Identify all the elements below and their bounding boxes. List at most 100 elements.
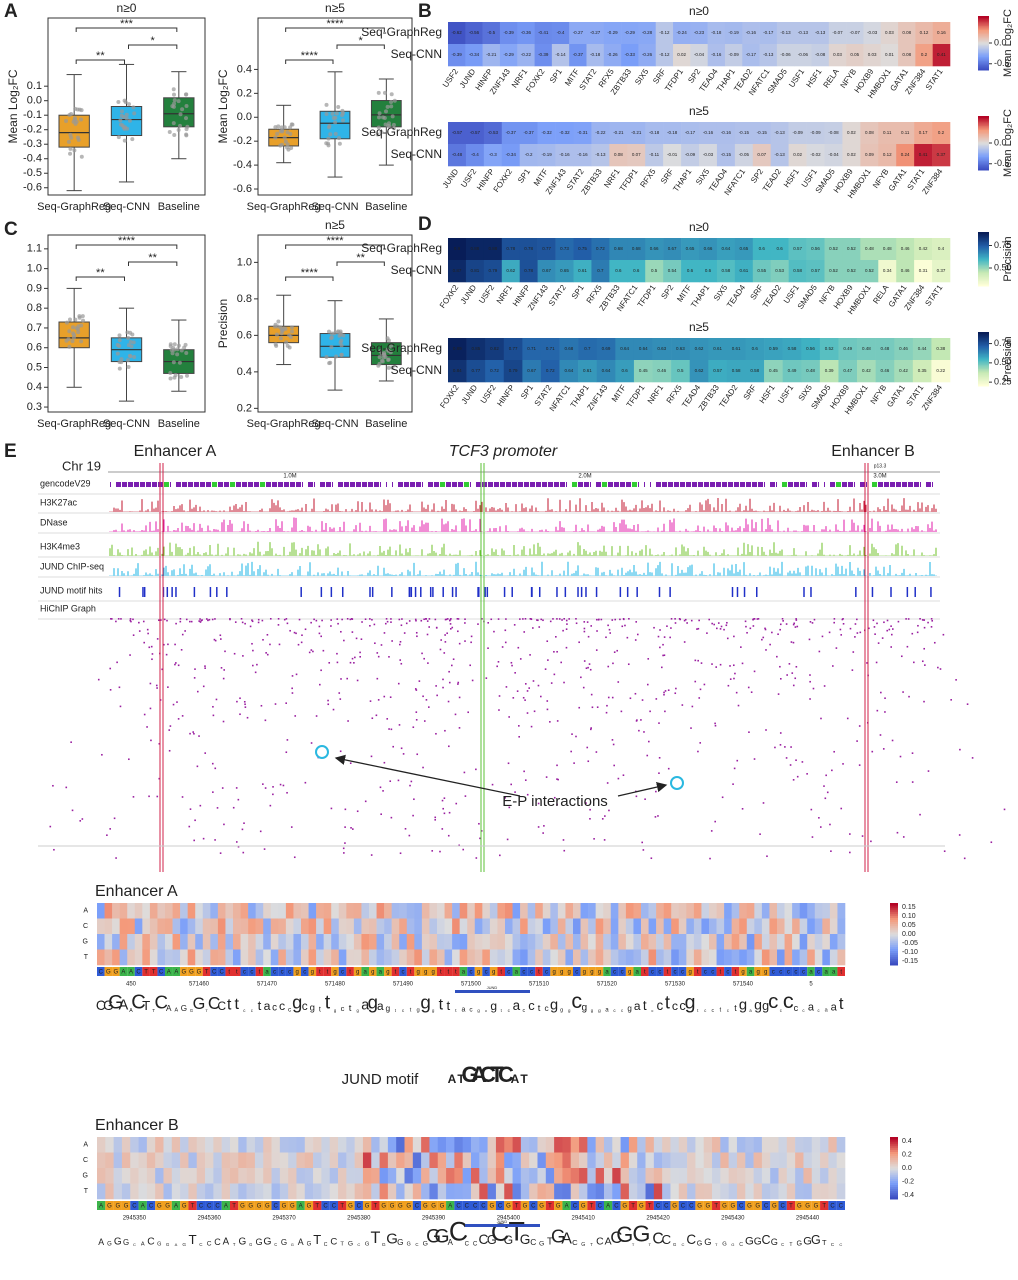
hichip-dot — [570, 750, 572, 753]
hichip-dot — [781, 618, 784, 620]
sequence-base: c — [817, 970, 820, 976]
x-tick-label: Seq-CNN — [311, 418, 358, 430]
hichip-dot — [690, 727, 692, 729]
jitter-point — [177, 360, 182, 365]
attribution-cell — [142, 918, 151, 935]
colorbar-step — [978, 234, 989, 237]
attribution-cell — [225, 903, 234, 919]
heatmap-cell — [726, 360, 746, 383]
cell-value: 0.77 — [509, 346, 518, 351]
jitter-point — [131, 340, 136, 345]
colorbar-step — [890, 925, 898, 929]
hichip-dot — [586, 621, 589, 623]
attribution-cell — [412, 1168, 422, 1184]
gene-block — [764, 482, 765, 487]
heatmap-cell — [551, 22, 570, 45]
colorbar-step — [978, 140, 989, 143]
sequence-base: c — [530, 970, 533, 976]
hichip-dot — [528, 687, 531, 689]
attribution-cell — [155, 1152, 164, 1169]
colorbar-step — [978, 159, 989, 162]
hichip-dot — [383, 632, 386, 634]
heatmap-cell — [465, 260, 485, 283]
attribution-cell — [807, 934, 816, 950]
hichip-dot — [771, 631, 773, 634]
heatmap-cell — [915, 22, 933, 45]
hichip-dot — [422, 766, 424, 769]
heatmap-cell — [483, 260, 503, 283]
jitter-point — [376, 363, 381, 368]
attribution-cell — [570, 1152, 580, 1169]
attribution-cell — [379, 1137, 389, 1153]
gene-block — [476, 482, 481, 487]
colorbar-step — [890, 909, 898, 912]
logo-letter: g — [416, 1008, 419, 1014]
colorbar-step — [978, 342, 989, 345]
sequence-cell — [474, 967, 483, 976]
attribution-cell — [127, 918, 136, 935]
heatmap-cell — [555, 238, 574, 261]
hichip-dot — [937, 666, 939, 669]
colorbar-step — [978, 348, 989, 351]
hichip-dot — [729, 665, 731, 667]
sequence-base: c — [250, 970, 253, 976]
attribution-cell — [404, 1168, 414, 1184]
heatmap-cell — [752, 238, 772, 261]
attribution-cell — [562, 1183, 572, 1200]
hichip-dot — [356, 679, 359, 682]
attribution-cell — [188, 1152, 198, 1169]
gene-block — [380, 482, 381, 487]
attribution-cell — [263, 903, 272, 919]
hichip-dot — [447, 700, 450, 703]
jitter-point — [179, 375, 184, 380]
attribution-cell — [313, 1137, 322, 1153]
hichip-dot — [794, 626, 797, 628]
hichip-dot — [471, 679, 474, 682]
heatmap-cell — [880, 44, 899, 67]
hichip-dot — [279, 783, 282, 786]
jitter-point — [278, 336, 283, 341]
attribution-cell — [462, 1183, 472, 1200]
sequence-base: g — [628, 970, 631, 976]
heatmap-cell — [448, 22, 466, 45]
attribution-cell — [217, 903, 226, 919]
attribution-cell — [693, 918, 702, 935]
sequence-base: c — [621, 970, 624, 976]
column-label: THAP1 — [671, 167, 693, 194]
hichip-dot — [540, 618, 543, 621]
column-label: FOXK2 — [438, 383, 461, 410]
hichip-dot — [399, 852, 402, 855]
hichip-dot — [892, 628, 894, 630]
sequence-cell — [459, 967, 468, 976]
gene-block — [740, 482, 745, 487]
heatmap-cell — [591, 144, 610, 167]
logo-letter: c — [251, 1008, 253, 1013]
hichip-dot — [449, 628, 452, 630]
hichip-dot — [390, 728, 393, 731]
cell-value: 0.66 — [650, 246, 659, 251]
sequence-cell — [512, 967, 521, 976]
attribution-cell — [761, 934, 770, 950]
hichip-dot — [691, 705, 694, 708]
attribution-cell — [221, 1168, 231, 1184]
hichip-dot — [158, 777, 161, 780]
hichip-dot — [434, 618, 437, 621]
column-label: SRF — [659, 167, 676, 185]
hichip-dot — [452, 658, 455, 661]
heatmap-cell — [540, 360, 560, 383]
hichip-dot — [544, 668, 547, 670]
gene-block — [524, 482, 529, 487]
gene-block — [374, 482, 379, 487]
cell-value: 0.73 — [560, 246, 569, 251]
logo-letter: c — [672, 999, 678, 1013]
gene-block — [602, 482, 607, 487]
sequence-base: c — [243, 970, 246, 976]
column-label: SP2 — [686, 67, 702, 85]
hichip-dot — [184, 630, 186, 632]
heatmap-cell — [932, 260, 951, 283]
jitter-point — [126, 335, 131, 340]
gene-block — [860, 482, 865, 487]
hichip-dot — [543, 825, 545, 827]
row-label: Seq-CNN — [391, 263, 442, 277]
hichip-dot — [418, 680, 421, 682]
